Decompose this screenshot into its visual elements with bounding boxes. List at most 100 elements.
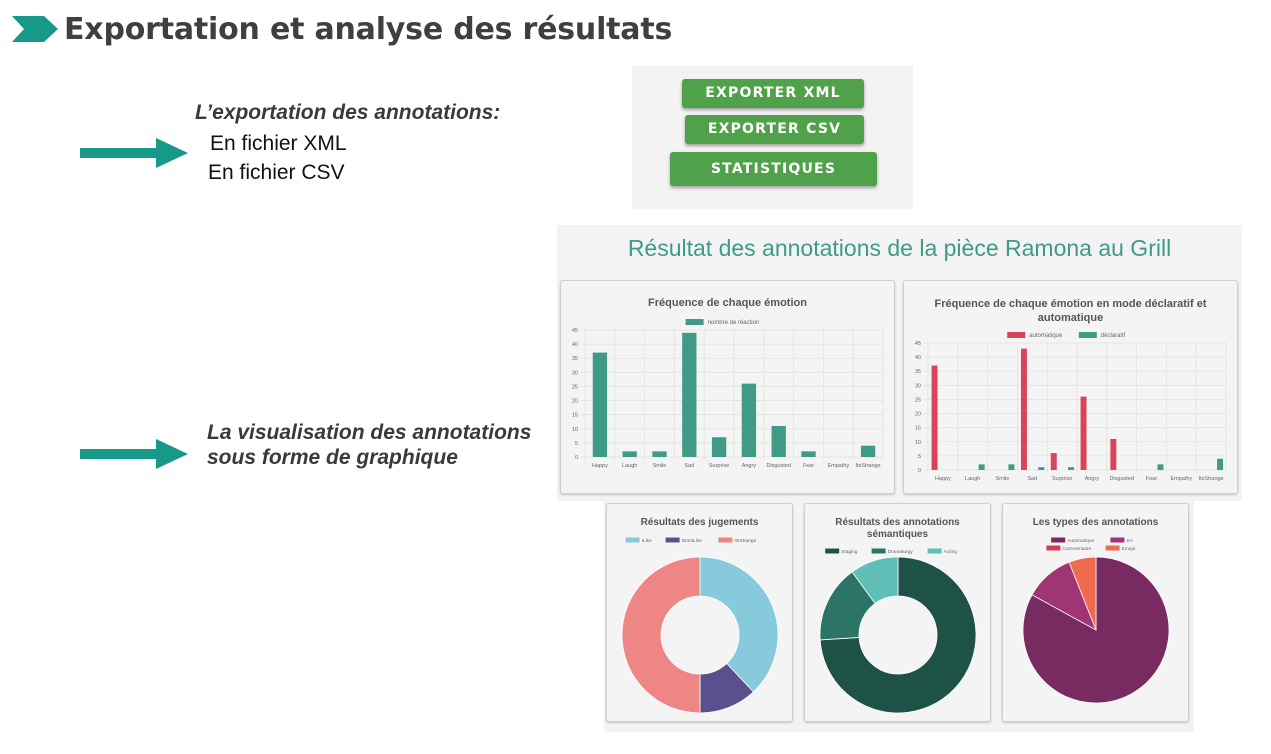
- legend-label: automatique: [1029, 333, 1063, 339]
- y-tick-label: 35: [915, 369, 921, 375]
- x-tick-label: Happy: [592, 463, 608, 469]
- legend-swatch: [665, 537, 680, 543]
- pie-charts-panel: Résultats des jugements ILike IDontLike It…: [604, 497, 1194, 732]
- pie-slice: [621, 556, 701, 714]
- bar: [1110, 438, 1117, 470]
- chevron-right-icon: [12, 16, 58, 42]
- x-tick-label: Fear: [1146, 476, 1157, 482]
- bar: [1080, 396, 1087, 470]
- y-tick-label: 30: [915, 383, 921, 389]
- bar: [1038, 467, 1045, 470]
- legend-label: Emoja: [1122, 546, 1136, 552]
- chart-card-emotion-frequency-mode: Fréquence de chaque émotion en mode décl…: [903, 280, 1238, 494]
- export-heading: L’exportation des annotations:: [195, 101, 501, 124]
- x-tick-label: Disgusted: [766, 463, 790, 469]
- pie-slice: [1068, 556, 1097, 631]
- bar: [931, 365, 938, 470]
- results-title: Résultat des annotations de la pièce Ram…: [627, 235, 1172, 261]
- viz-heading-line-2: sous forme de graphique: [207, 446, 458, 469]
- x-tick-label: Laugh: [965, 476, 980, 482]
- x-tick-label: ItsStrange: [856, 463, 881, 469]
- legend-swatch: [825, 548, 840, 554]
- pie-slice: [699, 556, 779, 693]
- x-tick-label: Smile: [653, 463, 667, 469]
- legend-label: ItsStrange: [734, 538, 756, 544]
- y-tick-label: 0: [918, 468, 921, 474]
- legend-label: déclaratif: [1101, 333, 1126, 339]
- legend-label: Staging: [841, 549, 858, 555]
- y-tick-label: 10: [572, 427, 578, 433]
- chart-card-emotion-frequency: Fréquence de chaque émotion nombre de ré…: [560, 280, 895, 494]
- x-tick-label: Smile: [996, 476, 1010, 482]
- bar-chart-emotion-mode: automatique déclaratif 0 5 10 15 20 25 30 35 40 45 H…: [915, 332, 1227, 482]
- export-csv-button[interactable]: EXPORTER CSV: [685, 115, 864, 144]
- chart-title: Fréquence de chaque émotion: [648, 297, 807, 309]
- y-tick-label: 0: [575, 455, 578, 461]
- x-tick-label: Happy: [935, 476, 951, 482]
- y-tick-label: 40: [915, 355, 921, 361]
- y-tick-label: 25: [572, 384, 578, 390]
- donut-chart-judgements: ILike IDontLike ItsStrange: [621, 537, 779, 714]
- chart-card-semantic: Résultats des annotations sémantiques St…: [804, 503, 991, 722]
- bar: [622, 451, 637, 457]
- bar-chart-emotion-frequency: nombre de réaction 0 5 10 15 20 25 30 35 40 45 Happ…: [572, 319, 884, 469]
- y-tick-label: 15: [915, 426, 921, 432]
- legend-label: ILike: [642, 538, 652, 544]
- y-tick-label: 45: [915, 341, 921, 347]
- legend-label: Dramaturgy: [888, 549, 914, 555]
- x-tick-label: Laugh: [622, 463, 637, 469]
- x-tick-label: Empathy: [1170, 476, 1192, 482]
- pie-slice: [819, 556, 977, 714]
- legend-label: IDontLike: [682, 538, 703, 544]
- legend-swatch: [1105, 545, 1120, 551]
- bar: [1050, 453, 1057, 470]
- y-tick-label: 10: [915, 440, 921, 446]
- y-tick-label: 15: [572, 413, 578, 419]
- y-tick-label: 35: [572, 356, 578, 362]
- pie-chart-annotation-types: Automatique SA Commentaire Emoja: [1022, 537, 1170, 704]
- chart-title-line-1: Fréquence de chaque émotion en mode décl…: [934, 298, 1207, 310]
- legend-swatch: [871, 548, 886, 554]
- bar: [652, 451, 667, 457]
- legend-label: SA: [1126, 538, 1133, 544]
- pie-slice: [1022, 556, 1170, 704]
- export-xml-button[interactable]: EXPORTER XML: [682, 79, 864, 108]
- chart-card-judgements: Résultats des jugements ILike IDontLike It…: [606, 503, 793, 722]
- bar: [860, 445, 876, 457]
- legend-swatch: [625, 537, 640, 543]
- chart-card-annotation-types: Les types des annotations Automatique SA C…: [1002, 503, 1189, 722]
- viz-heading-line-1: La visualisation des annotations: [207, 421, 532, 444]
- export-buttons-panel: EXPORTER XML EXPORTER CSV STATISTIQUES: [632, 66, 913, 209]
- chart-title-line-2: automatique: [1037, 312, 1104, 324]
- legend-swatch: [1051, 537, 1066, 543]
- export-line-xml: En fichier XML: [210, 132, 347, 155]
- y-tick-label: 30: [572, 370, 578, 376]
- results-panel: Résultat des annotations de la pièce Ram…: [557, 225, 1242, 501]
- x-tick-label: Sad: [1027, 476, 1037, 482]
- legend-swatch: [685, 319, 704, 325]
- bar: [1217, 458, 1224, 470]
- pie-slice: [851, 556, 899, 605]
- y-tick-label: 25: [915, 397, 921, 403]
- statistics-button[interactable]: STATISTIQUES: [670, 152, 877, 186]
- legend-swatch: [927, 548, 942, 554]
- chart-title: Résultats des jugements: [640, 517, 759, 528]
- slide-title: Exportation et analyse des résultats: [64, 12, 673, 47]
- y-tick-label: 5: [918, 454, 921, 460]
- bar: [1068, 467, 1075, 470]
- bar: [592, 352, 608, 457]
- arrow-right-icon: [80, 439, 188, 469]
- chart-title-line-2: sémantiques: [866, 529, 929, 540]
- x-tick-label: Angry: [1085, 476, 1100, 482]
- legend-swatch: [1078, 332, 1097, 338]
- x-tick-label: Surprise: [1052, 476, 1072, 482]
- arrow-right-icon: [80, 138, 188, 168]
- bar: [1157, 464, 1164, 470]
- bar: [978, 464, 985, 470]
- chart-title-line-1: Résultats des annotations: [835, 517, 960, 528]
- x-tick-label: Surprise: [709, 463, 729, 469]
- chart-title: Les types des annotations: [1032, 517, 1159, 528]
- y-tick-label: 40: [572, 342, 578, 348]
- bar: [771, 425, 786, 457]
- legend-swatch: [1046, 545, 1061, 551]
